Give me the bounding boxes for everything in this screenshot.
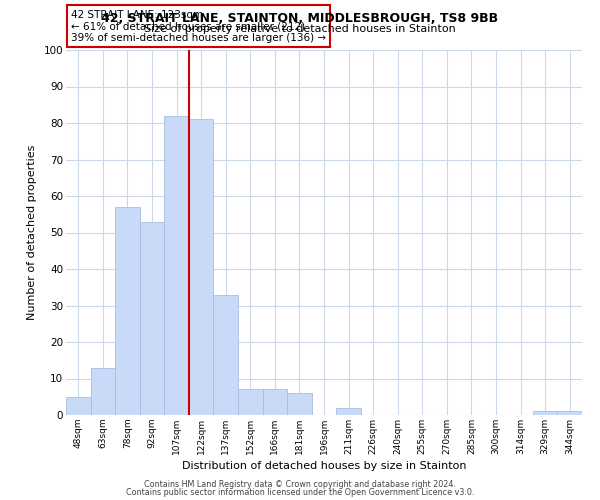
Text: Contains HM Land Registry data © Crown copyright and database right 2024.: Contains HM Land Registry data © Crown c… <box>144 480 456 489</box>
Bar <box>214 294 238 415</box>
Bar <box>287 393 312 415</box>
Bar <box>91 368 115 415</box>
Bar <box>164 116 189 415</box>
Text: 42, STRAIT LANE, STAINTON, MIDDLESBROUGH, TS8 9BB: 42, STRAIT LANE, STAINTON, MIDDLESBROUGH… <box>101 12 499 26</box>
Bar <box>115 207 140 415</box>
Text: 42 STRAIT LANE: 123sqm
← 61% of detached houses are smaller (212)
39% of semi-de: 42 STRAIT LANE: 123sqm ← 61% of detached… <box>71 10 326 42</box>
Bar <box>66 397 91 415</box>
Bar <box>557 412 582 415</box>
Bar <box>140 222 164 415</box>
Bar <box>336 408 361 415</box>
Bar <box>189 120 214 415</box>
Bar <box>263 390 287 415</box>
Text: Size of property relative to detached houses in Stainton: Size of property relative to detached ho… <box>144 24 456 34</box>
X-axis label: Distribution of detached houses by size in Stainton: Distribution of detached houses by size … <box>182 461 466 471</box>
Bar <box>533 412 557 415</box>
Text: Contains public sector information licensed under the Open Government Licence v3: Contains public sector information licen… <box>126 488 474 497</box>
Bar <box>238 390 263 415</box>
Y-axis label: Number of detached properties: Number of detached properties <box>26 145 37 320</box>
